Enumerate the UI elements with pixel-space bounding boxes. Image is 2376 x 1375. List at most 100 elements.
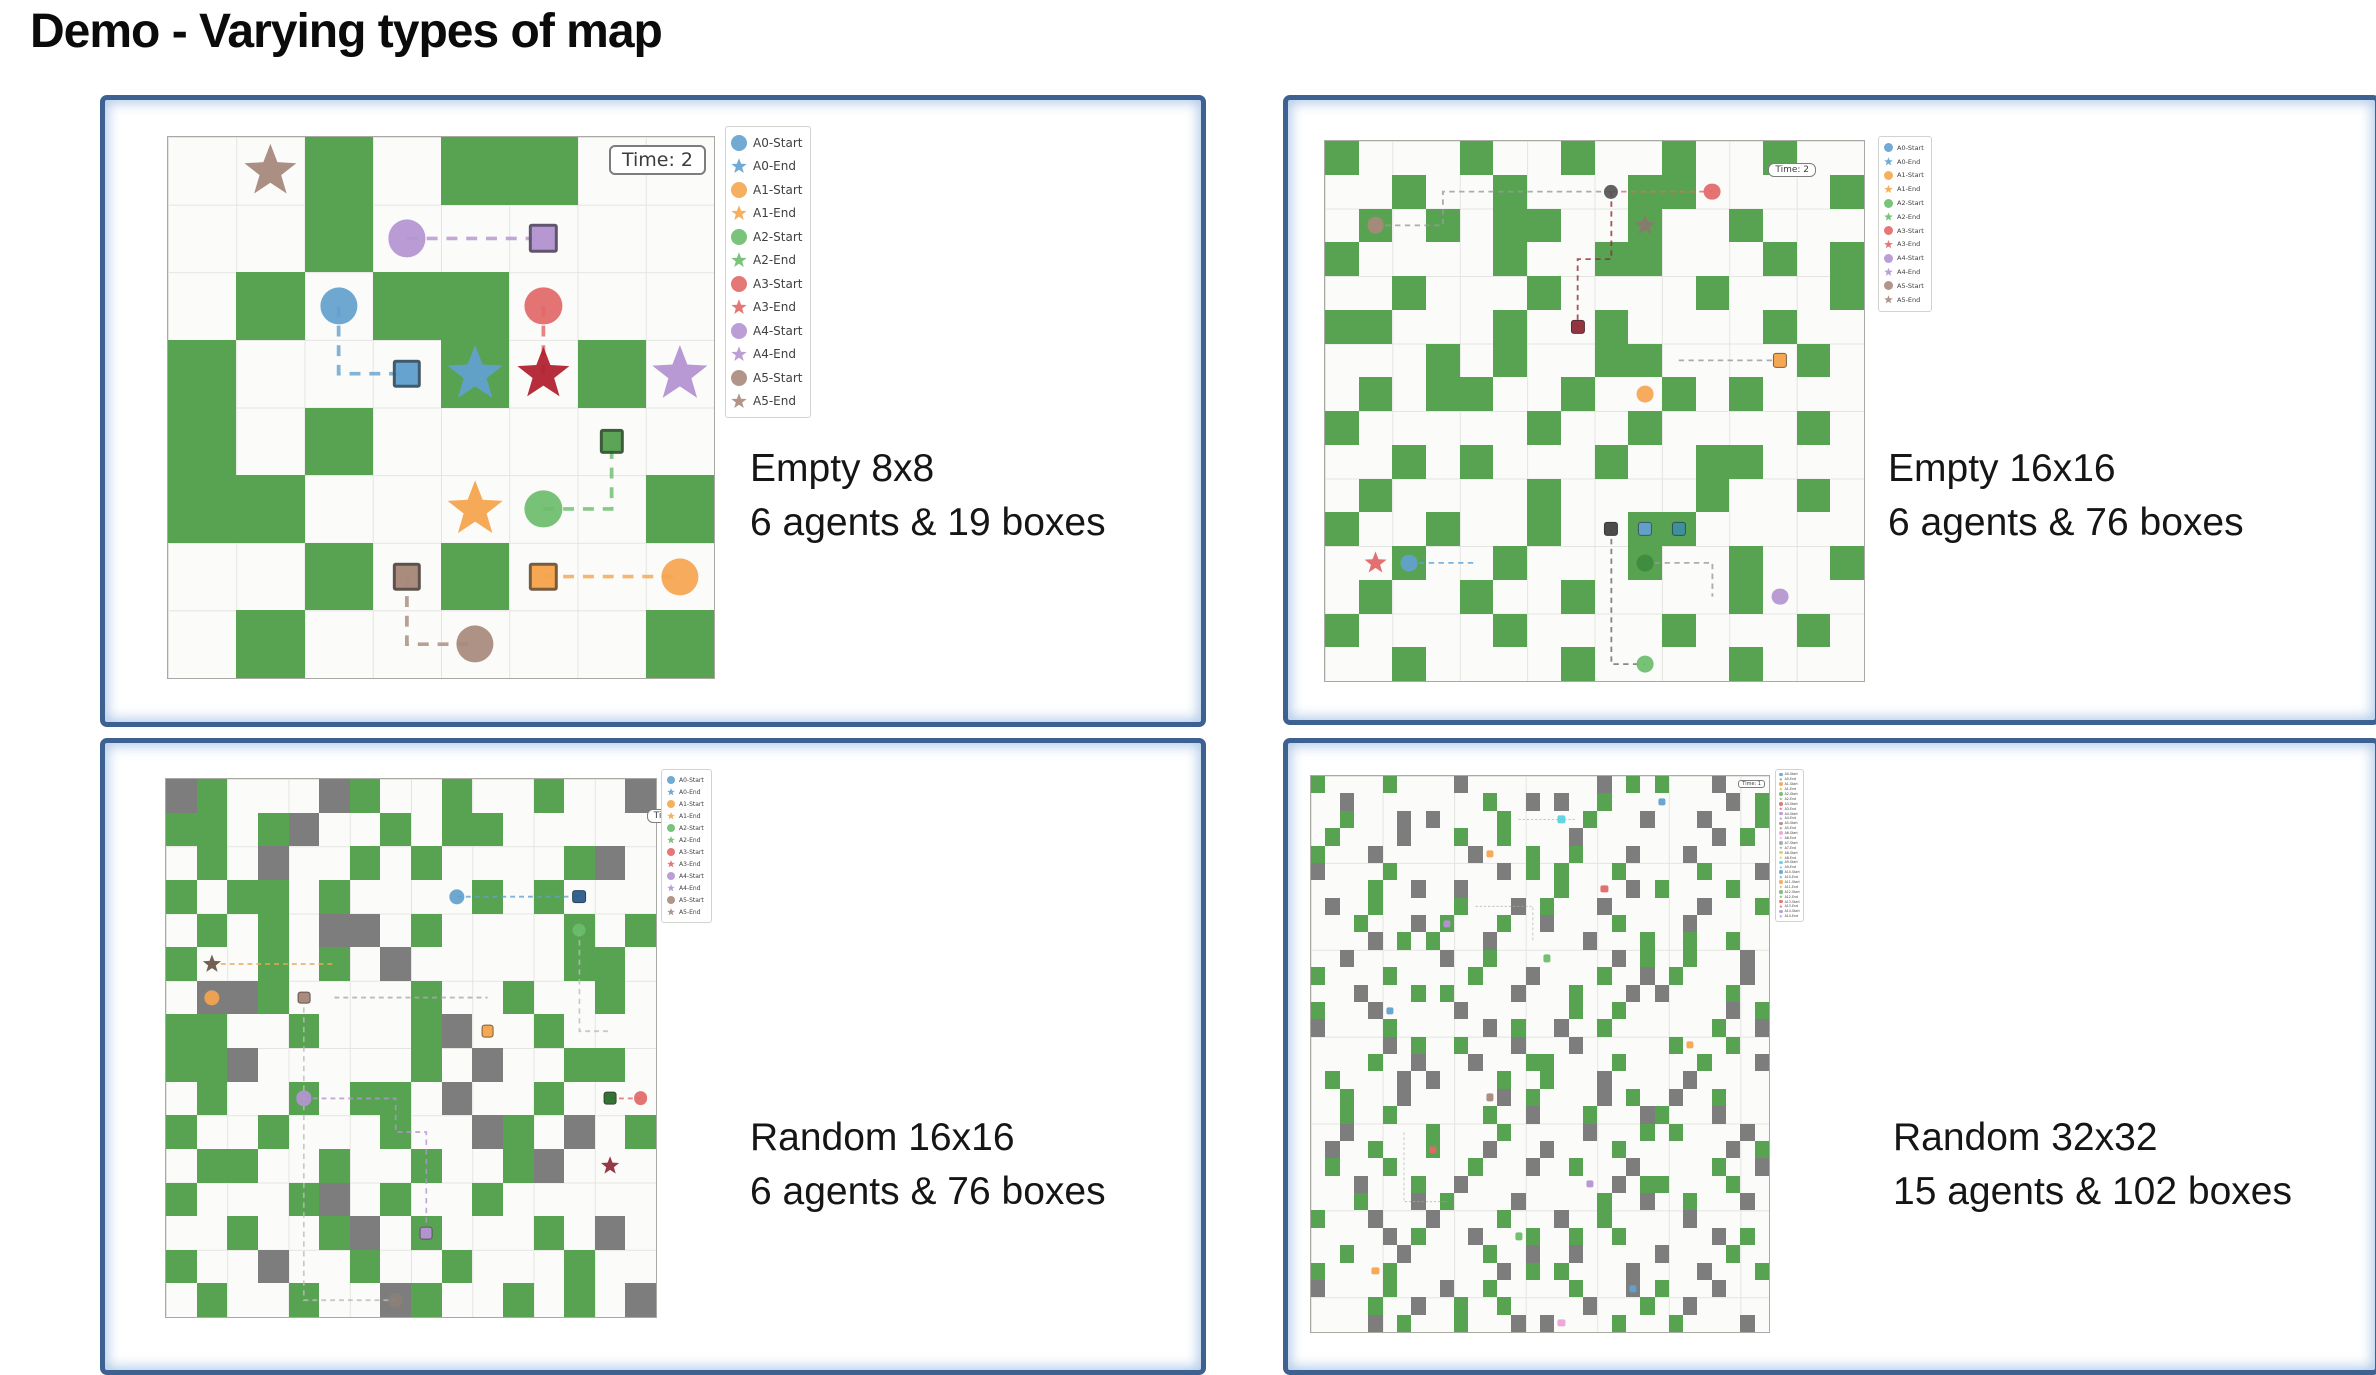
dot-marker (1514, 1232, 1523, 1241)
panel-empty-8x8: Time: 2 A0-Start A0-End A1-Start A1-End A2-S… (100, 95, 1206, 727)
end-star-icon (1779, 914, 1783, 918)
box-cell (1527, 276, 1561, 310)
legend-row: A5-Start (731, 366, 803, 390)
box-cell (1560, 647, 1595, 681)
circle-marker (1400, 554, 1418, 572)
legend-label: A3-Start (679, 848, 704, 856)
box-cell (1358, 579, 1393, 614)
start-circle-icon (731, 322, 747, 339)
circle-marker (1636, 385, 1654, 403)
end-star-icon (1779, 797, 1783, 801)
box-cell (1459, 377, 1494, 411)
box-cell (227, 1216, 258, 1250)
start-circle-icon (1884, 170, 1893, 180)
box-cell (1382, 862, 1397, 881)
box-cell (1392, 444, 1427, 479)
end-star-icon (1779, 777, 1783, 781)
legend-row: A0-End (1884, 155, 1924, 169)
box-cell (1392, 276, 1427, 310)
legend-label: A3-Start (753, 276, 803, 291)
obstacle-cell (1711, 776, 1727, 794)
box-cell (1454, 897, 1469, 915)
box-cell (645, 610, 714, 678)
legend-row: A12-End (1779, 894, 1800, 899)
legend-row: A10-Start (1779, 870, 1800, 875)
legend-label: A5-Start (679, 896, 704, 904)
box-cell (168, 475, 237, 543)
circle-marker (1367, 216, 1384, 234)
box-cell (1368, 897, 1383, 915)
start-circle-icon (731, 181, 747, 198)
dot-marker (1486, 850, 1494, 858)
legend-row: A1-End (731, 202, 803, 226)
obstacle-cell (1697, 810, 1712, 829)
box-cell (1540, 897, 1555, 915)
end-star-icon (1779, 855, 1783, 860)
box-cell (1368, 1297, 1383, 1315)
obstacle-cell (1726, 1140, 1741, 1159)
box-cell (1611, 1054, 1626, 1072)
box-cell (196, 1048, 228, 1082)
obstacle-cell (1454, 1001, 1469, 1020)
dot-marker (1557, 1319, 1566, 1327)
legend-row: A3-Start (731, 272, 803, 296)
box-cell (1493, 242, 1528, 276)
box-cell (1640, 1123, 1655, 1141)
circle-marker (320, 287, 358, 325)
obstacle-cell (1439, 1279, 1455, 1298)
end-star-icon (1779, 826, 1783, 830)
square-marker (1604, 522, 1619, 537)
box-cell (1411, 1175, 1426, 1193)
box-cell (380, 1115, 411, 1149)
end-star-icon (731, 158, 747, 173)
legend-row: A5-End (1884, 293, 1924, 307)
circle-marker (633, 1091, 648, 1106)
box-cell (411, 913, 442, 948)
obstacle-cell (1540, 1140, 1555, 1159)
panel-caption: Empty 16x16 6 agents & 76 boxes (1888, 442, 2244, 550)
obstacle-cell (1411, 915, 1426, 933)
box-cell (1382, 967, 1397, 985)
start-circle-icon (1779, 870, 1783, 875)
box-cell (1726, 984, 1741, 1002)
box-cell (411, 1014, 442, 1048)
circle-marker (296, 1090, 312, 1107)
obstacle-cell (1396, 1088, 1412, 1107)
box-cell (1683, 932, 1698, 950)
box-cell (502, 1115, 534, 1149)
end-star-icon (1884, 184, 1893, 194)
obstacle-cell (1425, 810, 1440, 829)
box-cell (257, 879, 289, 914)
box-cell (166, 812, 197, 847)
legend-label: A14-End (1784, 914, 1799, 919)
obstacle-cell (1339, 949, 1354, 968)
box-cell (349, 1249, 381, 1284)
box-cell (1668, 1123, 1684, 1141)
obstacle-cell (441, 1081, 473, 1116)
box-cell (1554, 880, 1569, 898)
box-cell (533, 1081, 565, 1116)
legend-row: A4-End (667, 882, 704, 894)
box-cell (1830, 546, 1864, 580)
obstacle-cell (1740, 949, 1755, 968)
legend-label: A1-End (1784, 787, 1797, 792)
legend-row: A2-Start (1884, 196, 1924, 210)
legend-label: A5-Start (1897, 281, 1924, 290)
legend-label: A5-End (1784, 826, 1797, 831)
start-circle-icon (1779, 831, 1783, 835)
box-cell (168, 339, 237, 408)
obstacle-cell (1368, 1210, 1383, 1228)
box-cell (166, 879, 197, 914)
obstacle-cell (1568, 1036, 1583, 1054)
obstacle-cell (1683, 1297, 1698, 1315)
box-cell (1654, 1175, 1669, 1193)
legend-row: A0-Start (667, 774, 704, 786)
end-star-icon (667, 812, 675, 820)
legend-label: A3-End (753, 300, 796, 315)
legend-row: A5-Start (1884, 279, 1924, 293)
legend-label: A9-Start (1784, 860, 1798, 865)
legend-label: A2-Start (753, 229, 803, 244)
legend-row: A1-End (1779, 787, 1800, 792)
start-circle-icon (1884, 281, 1893, 291)
box-cell (1368, 880, 1383, 898)
